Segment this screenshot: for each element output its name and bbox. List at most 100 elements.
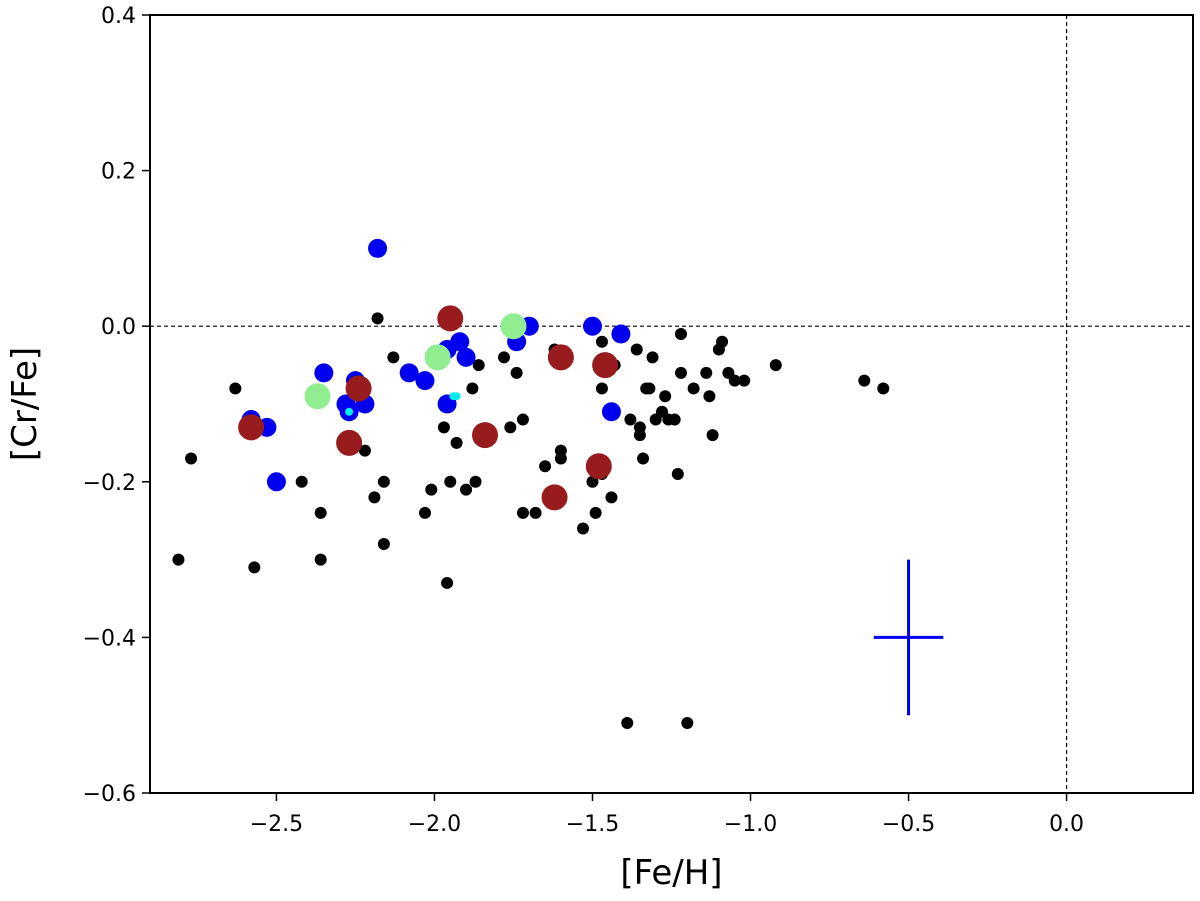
point-dark-red (585, 453, 612, 480)
point-black (466, 382, 479, 395)
point-light-green (304, 383, 331, 410)
point-black (529, 506, 542, 519)
point-dark-red (238, 414, 265, 441)
point-black (646, 351, 659, 364)
point-black (716, 335, 729, 348)
y-tick-label: 0.0 (101, 315, 136, 340)
point-black (605, 491, 618, 504)
point-black (314, 553, 327, 566)
point-black (497, 351, 510, 364)
point-black (728, 374, 741, 387)
point-black (858, 374, 871, 387)
point-black (418, 506, 431, 519)
point-black (674, 327, 687, 340)
point-black (539, 460, 552, 473)
point-blue (314, 363, 334, 383)
point-blue (456, 347, 476, 367)
point-blue (582, 316, 602, 336)
point-black (624, 413, 637, 426)
x-axis-label: [Fe/H] (620, 853, 722, 893)
point-black (577, 522, 590, 535)
point-black (425, 483, 438, 496)
point-black (377, 475, 390, 488)
point-blue (368, 238, 388, 258)
point-black (671, 468, 684, 481)
plot-frame (149, 14, 1194, 794)
point-dark-red (336, 429, 363, 456)
x-tick-label: −1.5 (566, 812, 619, 837)
point-blue (611, 324, 631, 344)
point-black (674, 366, 687, 379)
point-black (472, 359, 485, 372)
point-blue (601, 402, 621, 422)
y-tick-label: −0.2 (83, 471, 136, 496)
x-tick-label: −0.5 (882, 812, 935, 837)
point-black (358, 444, 371, 457)
y-tick-label: −0.6 (83, 782, 136, 807)
point-black (595, 335, 608, 348)
point-blue (266, 472, 286, 492)
point-black (706, 429, 719, 442)
point-black (172, 553, 185, 566)
point-black (469, 475, 482, 488)
point-dark-red (547, 344, 574, 371)
point-black (516, 506, 529, 519)
point-black (703, 390, 716, 403)
point-dark-red (541, 484, 568, 511)
point-black (516, 413, 529, 426)
point-dark-red (345, 375, 372, 402)
point-dark-red (592, 352, 619, 379)
point-black (460, 483, 473, 496)
y-tick-label: 0.2 (101, 160, 136, 185)
point-black (700, 366, 713, 379)
error-bar (873, 559, 944, 716)
point-black (441, 576, 454, 589)
point-black (595, 382, 608, 395)
y-tick-label: −0.4 (83, 626, 136, 651)
point-black (437, 421, 450, 434)
point-black (314, 506, 327, 519)
x-axis-ticks: −2.5 −2.0 −1.5 −1.0 −0.5 0.0 (250, 793, 1084, 837)
y-axis-ticks: −0.6 −0.4 −0.2 0.0 0.2 0.4 (83, 4, 150, 807)
series-dark-red (238, 305, 619, 511)
point-black (554, 452, 567, 465)
point-black (668, 413, 681, 426)
point-black (229, 382, 242, 395)
point-dark-red (437, 305, 464, 332)
y-tick-label: 0.4 (101, 4, 136, 29)
point-light-green (500, 313, 527, 340)
point-black (630, 343, 643, 356)
point-black (185, 452, 198, 465)
point-black (444, 475, 457, 488)
point-black (295, 475, 308, 488)
point-black (633, 429, 646, 442)
point-black (637, 452, 650, 465)
point-black (248, 561, 261, 574)
point-cyan-markers (449, 392, 458, 401)
series-light-green (304, 313, 527, 410)
point-black (877, 382, 890, 395)
point-black (510, 366, 523, 379)
x-tick-label: 0.0 (1049, 812, 1084, 837)
x-tick-label: −2.5 (250, 812, 303, 837)
point-black (371, 312, 384, 325)
point-black (769, 359, 782, 372)
point-black (659, 390, 672, 403)
point-blue (450, 332, 470, 352)
point-black (377, 538, 390, 551)
y-axis-label: [Cr/Fe] (5, 347, 45, 461)
point-dark-red (472, 422, 499, 449)
point-cyan-markers (345, 407, 354, 416)
point-blue (415, 371, 435, 391)
point-black (589, 506, 602, 519)
point-black (681, 716, 694, 729)
point-black (450, 436, 463, 449)
x-tick-label: −1.0 (724, 812, 777, 837)
point-black (504, 421, 517, 434)
point-black (738, 374, 751, 387)
point-blue (399, 363, 419, 383)
point-black (621, 716, 634, 729)
series-black (172, 312, 890, 729)
